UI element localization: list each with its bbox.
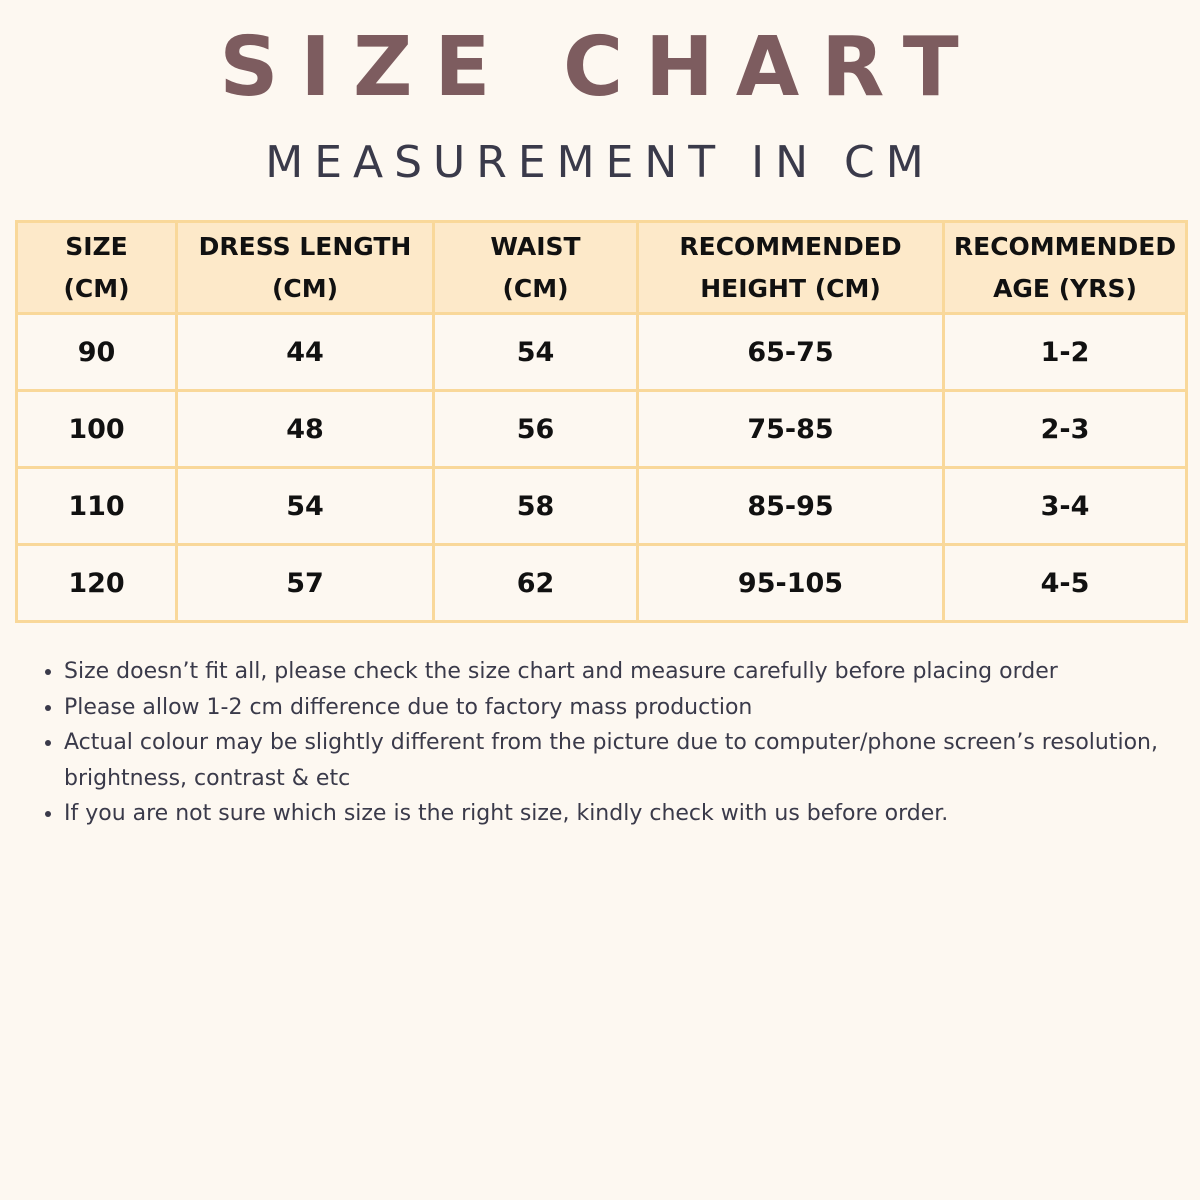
table-cell: 90: [15, 312, 178, 392]
table-cell: 85-95: [636, 466, 945, 546]
header-line: (CM): [271, 273, 339, 303]
header-cell: RECOMMENDED HEIGHT (CM): [636, 220, 945, 315]
table-cell: 54: [175, 466, 435, 546]
header-line: (CM): [502, 273, 569, 303]
title: SIZE CHART: [219, 20, 981, 115]
header-line: DRESS LENGTH: [198, 231, 412, 261]
table-cell: 100: [15, 389, 178, 469]
table-head: SIZE (CM) DRESS LENGTH (CM) WAIST (CM) RECOMME…: [15, 220, 1188, 315]
table-body: 90 44 54 65-75 1-2 100 48 56 75-85 2-3 110 54 58 85-9…: [15, 312, 1188, 623]
header-cell: DRESS LENGTH (CM): [175, 220, 435, 315]
note-item: Actual colour may be slightly different …: [64, 725, 1174, 796]
header-line: RECOMMENDED: [679, 231, 902, 261]
note-item: Please allow 1-2 cm difference due to fa…: [64, 690, 1174, 726]
table-cell: 4-5: [942, 543, 1188, 623]
table-cell: 58: [432, 466, 639, 546]
header-line: HEIGHT (CM): [700, 273, 881, 303]
table-cell: 57: [175, 543, 435, 623]
header-cell: WAIST (CM): [432, 220, 639, 315]
table-cell: 95-105: [636, 543, 945, 623]
notes: Size doesn’t fit all, please check the s…: [40, 654, 1174, 832]
note-item: Size doesn’t fit all, please check the s…: [64, 654, 1174, 690]
table-row: 120 57 62 95-105 4-5: [15, 543, 1188, 623]
table-cell: 1-2: [942, 312, 1188, 392]
table-cell: 62: [432, 543, 639, 623]
header-cell: SIZE (CM): [15, 220, 178, 315]
size-table: SIZE (CM) DRESS LENGTH (CM) WAIST (CM) RECOMME…: [15, 220, 1188, 623]
header-cell: RECOMMENDED AGE (YRS): [942, 220, 1188, 315]
table-cell: 75-85: [636, 389, 945, 469]
header-line: SIZE: [65, 231, 128, 261]
table-row: 90 44 54 65-75 1-2: [15, 312, 1188, 392]
table-cell: 56: [432, 389, 639, 469]
table-cell: 110: [15, 466, 178, 546]
table-cell: 48: [175, 389, 435, 469]
table-row: 100 48 56 75-85 2-3: [15, 389, 1188, 469]
header-row: SIZE (CM) DRESS LENGTH (CM) WAIST (CM) RECOMME…: [15, 220, 1188, 315]
table-cell: 65-75: [636, 312, 945, 392]
table-cell: 54: [432, 312, 639, 392]
note-item: If you are not sure which size is the ri…: [64, 796, 1174, 832]
table-cell: 120: [15, 543, 178, 623]
header-line: AGE (YRS): [993, 273, 1137, 303]
header-line: RECOMMENDED: [953, 231, 1177, 261]
table-cell: 2-3: [942, 389, 1188, 469]
table-row: 110 54 58 85-95 3-4: [15, 466, 1188, 546]
table-cell: 44: [175, 312, 435, 392]
subtitle: MEASUREMENT IN CM: [265, 137, 935, 188]
table-cell: 3-4: [942, 466, 1188, 546]
header-line: WAIST: [490, 231, 581, 261]
header-line: (CM): [63, 273, 130, 303]
